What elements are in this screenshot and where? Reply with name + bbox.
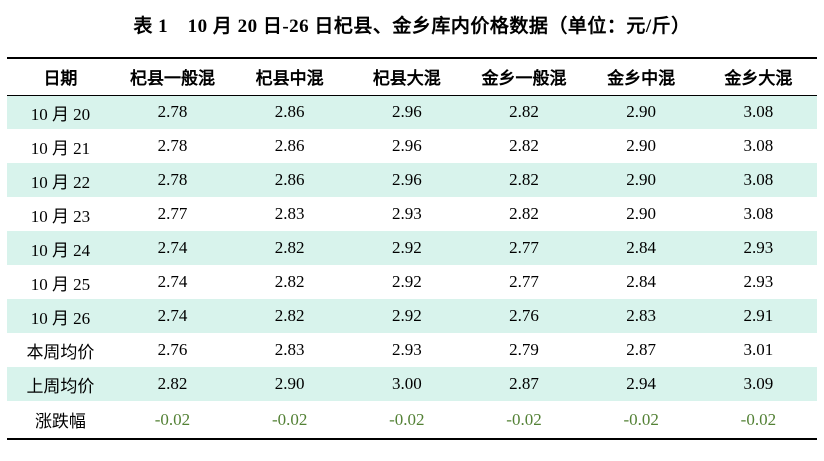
price-value-cell: 2.79 — [509, 340, 539, 359]
price-value-cell: 2.82 — [157, 374, 188, 393]
price-value-cell: 2.78 — [157, 170, 188, 189]
table-row: 10 月 20 2.78 2.86 2.96 2.82 2.90 3.08 — [7, 95, 817, 129]
price-value-cell: 3.08 — [743, 102, 774, 122]
price-value-cell: 2.78 — [157, 136, 188, 155]
price-value-cell: 2.94 — [626, 374, 657, 393]
price-table: 日期 杞县一般混 杞县中混 杞县大混 金乡一般混 金乡中混 金乡大混 10 月 20 2.78… — [7, 57, 817, 440]
price-value-cell: 2.77 — [509, 238, 539, 257]
change-value-cell: -0.02 — [623, 409, 659, 429]
price-value-cell: 2.74 — [157, 306, 188, 325]
table-row: 10 月 23 2.77 2.83 2.93 2.82 2.90 3.08 — [7, 197, 817, 231]
price-value-cell: 2.82 — [274, 238, 305, 257]
row-label-cell: 涨跌幅 — [34, 412, 86, 431]
price-value-cell: 2.86 — [274, 136, 305, 155]
change-value-cell: -0.02 — [389, 409, 425, 429]
price-value-cell: 3.00 — [391, 374, 422, 393]
price-value-cell: 2.96 — [391, 136, 422, 155]
price-value-cell: 2.74 — [157, 272, 188, 291]
price-value-cell: 2.84 — [626, 238, 657, 257]
table-row: 10 月 26 2.74 2.82 2.92 2.76 2.83 2.91 — [7, 299, 817, 333]
change-value-cell: -0.02 — [154, 409, 191, 429]
price-value-cell: 2.90 — [626, 170, 657, 189]
row-label-cell: 10 月 23 — [30, 206, 91, 226]
row-label-cell: 10 月 22 — [30, 172, 91, 192]
column-header: 杞县中混 — [255, 69, 324, 89]
price-value-cell: 2.82 — [509, 204, 539, 223]
price-value-cell: 2.92 — [391, 306, 422, 325]
price-value-cell: 2.82 — [274, 306, 305, 325]
price-value-cell: 2.87 — [626, 340, 657, 359]
price-value-cell: 2.83 — [274, 340, 305, 359]
column-header: 杞县大混 — [372, 69, 441, 89]
price-value-cell: 2.83 — [626, 306, 657, 325]
price-value-cell: 3.08 — [743, 204, 774, 223]
price-value-cell: 3.01 — [743, 340, 774, 359]
price-value-cell: 2.92 — [391, 272, 422, 291]
price-value-cell: 2.76 — [509, 306, 539, 325]
table-row: 本周均价 2.76 2.83 2.93 2.79 2.87 3.01 — [7, 333, 817, 367]
price-value-cell: 2.96 — [391, 102, 422, 122]
column-header: 金乡中混 — [607, 69, 676, 89]
row-label-cell: 本周均价 — [26, 342, 95, 362]
price-value-cell: 2.93 — [391, 340, 422, 359]
row-label-cell: 10 月 20 — [30, 104, 91, 124]
row-label-cell: 10 月 21 — [30, 138, 91, 158]
price-value-cell: 2.91 — [743, 306, 774, 325]
price-value-cell: 2.90 — [626, 102, 657, 122]
price-value-cell: 2.86 — [274, 170, 305, 189]
price-value-cell: 2.77 — [157, 204, 188, 223]
column-header: 金乡大混 — [724, 69, 793, 89]
price-value-cell: 2.90 — [626, 204, 657, 223]
table-row: 10 月 24 2.74 2.82 2.92 2.77 2.84 2.93 — [7, 231, 817, 265]
price-value-cell: 2.92 — [391, 238, 422, 257]
price-value-cell: 2.82 — [509, 102, 539, 122]
header-row: 日期 杞县一般混 杞县中混 杞县大混 金乡一般混 金乡中混 金乡大混 — [7, 58, 817, 95]
table-title: 表 1 10 月 20 日-26 日杞县、金乡库内价格数据（单位：元/斤） — [133, 16, 691, 37]
price-value-cell: 2.90 — [274, 374, 305, 393]
table-row: 上周均价 2.82 2.90 3.00 2.87 2.94 3.09 — [7, 367, 817, 401]
column-header: 日期 — [43, 69, 78, 89]
price-value-cell: 2.77 — [509, 272, 539, 291]
price-value-cell: 2.87 — [509, 374, 539, 393]
table-row: 10 月 21 2.78 2.86 2.96 2.82 2.90 3.08 — [7, 129, 817, 163]
price-value-cell: 2.76 — [157, 340, 188, 359]
price-value-cell: 3.09 — [743, 374, 774, 393]
price-value-cell: 2.93 — [743, 272, 774, 291]
price-value-cell: 2.74 — [157, 238, 188, 257]
row-label-cell: 10 月 25 — [30, 274, 91, 294]
table-header: 日期 杞县一般混 杞县中混 杞县大混 金乡一般混 金乡中混 金乡大混 — [7, 58, 817, 95]
price-value-cell: 3.08 — [743, 170, 774, 189]
column-header: 金乡一般混 — [481, 69, 567, 89]
price-value-cell: 2.93 — [743, 238, 774, 257]
row-label-cell: 10 月 26 — [30, 308, 91, 328]
price-value-cell: 2.82 — [509, 170, 539, 189]
price-value-cell: 2.83 — [274, 204, 305, 223]
row-label-cell: 10 月 24 — [30, 240, 91, 260]
change-value-cell: -0.02 — [740, 409, 777, 429]
price-value-cell: 2.96 — [391, 170, 422, 189]
price-value-cell: 3.08 — [743, 136, 774, 155]
price-value-cell: 2.93 — [391, 204, 422, 223]
column-header: 杞县一般混 — [129, 69, 215, 89]
change-value-cell: -0.02 — [271, 409, 308, 429]
price-value-cell: 2.86 — [274, 102, 305, 122]
price-value-cell: 2.82 — [274, 272, 305, 291]
price-value-cell: 2.82 — [509, 136, 539, 155]
price-value-cell: 2.78 — [157, 102, 188, 122]
change-value-cell: -0.02 — [506, 409, 542, 429]
price-value-cell: 2.90 — [626, 136, 657, 155]
row-label-cell: 上周均价 — [26, 376, 95, 396]
table-row: 10 月 22 2.78 2.86 2.96 2.82 2.90 3.08 — [7, 163, 817, 197]
table-body: 10 月 20 2.78 2.86 2.96 2.82 2.90 3.08 10 月 21 2.… — [7, 95, 817, 439]
price-value-cell: 2.84 — [626, 272, 657, 291]
table-row: 涨跌幅 -0.02 -0.02 -0.02 -0.02 -0.02 -0.02 — [7, 401, 817, 439]
table-row: 10 月 25 2.74 2.82 2.92 2.77 2.84 2.93 — [7, 265, 817, 299]
